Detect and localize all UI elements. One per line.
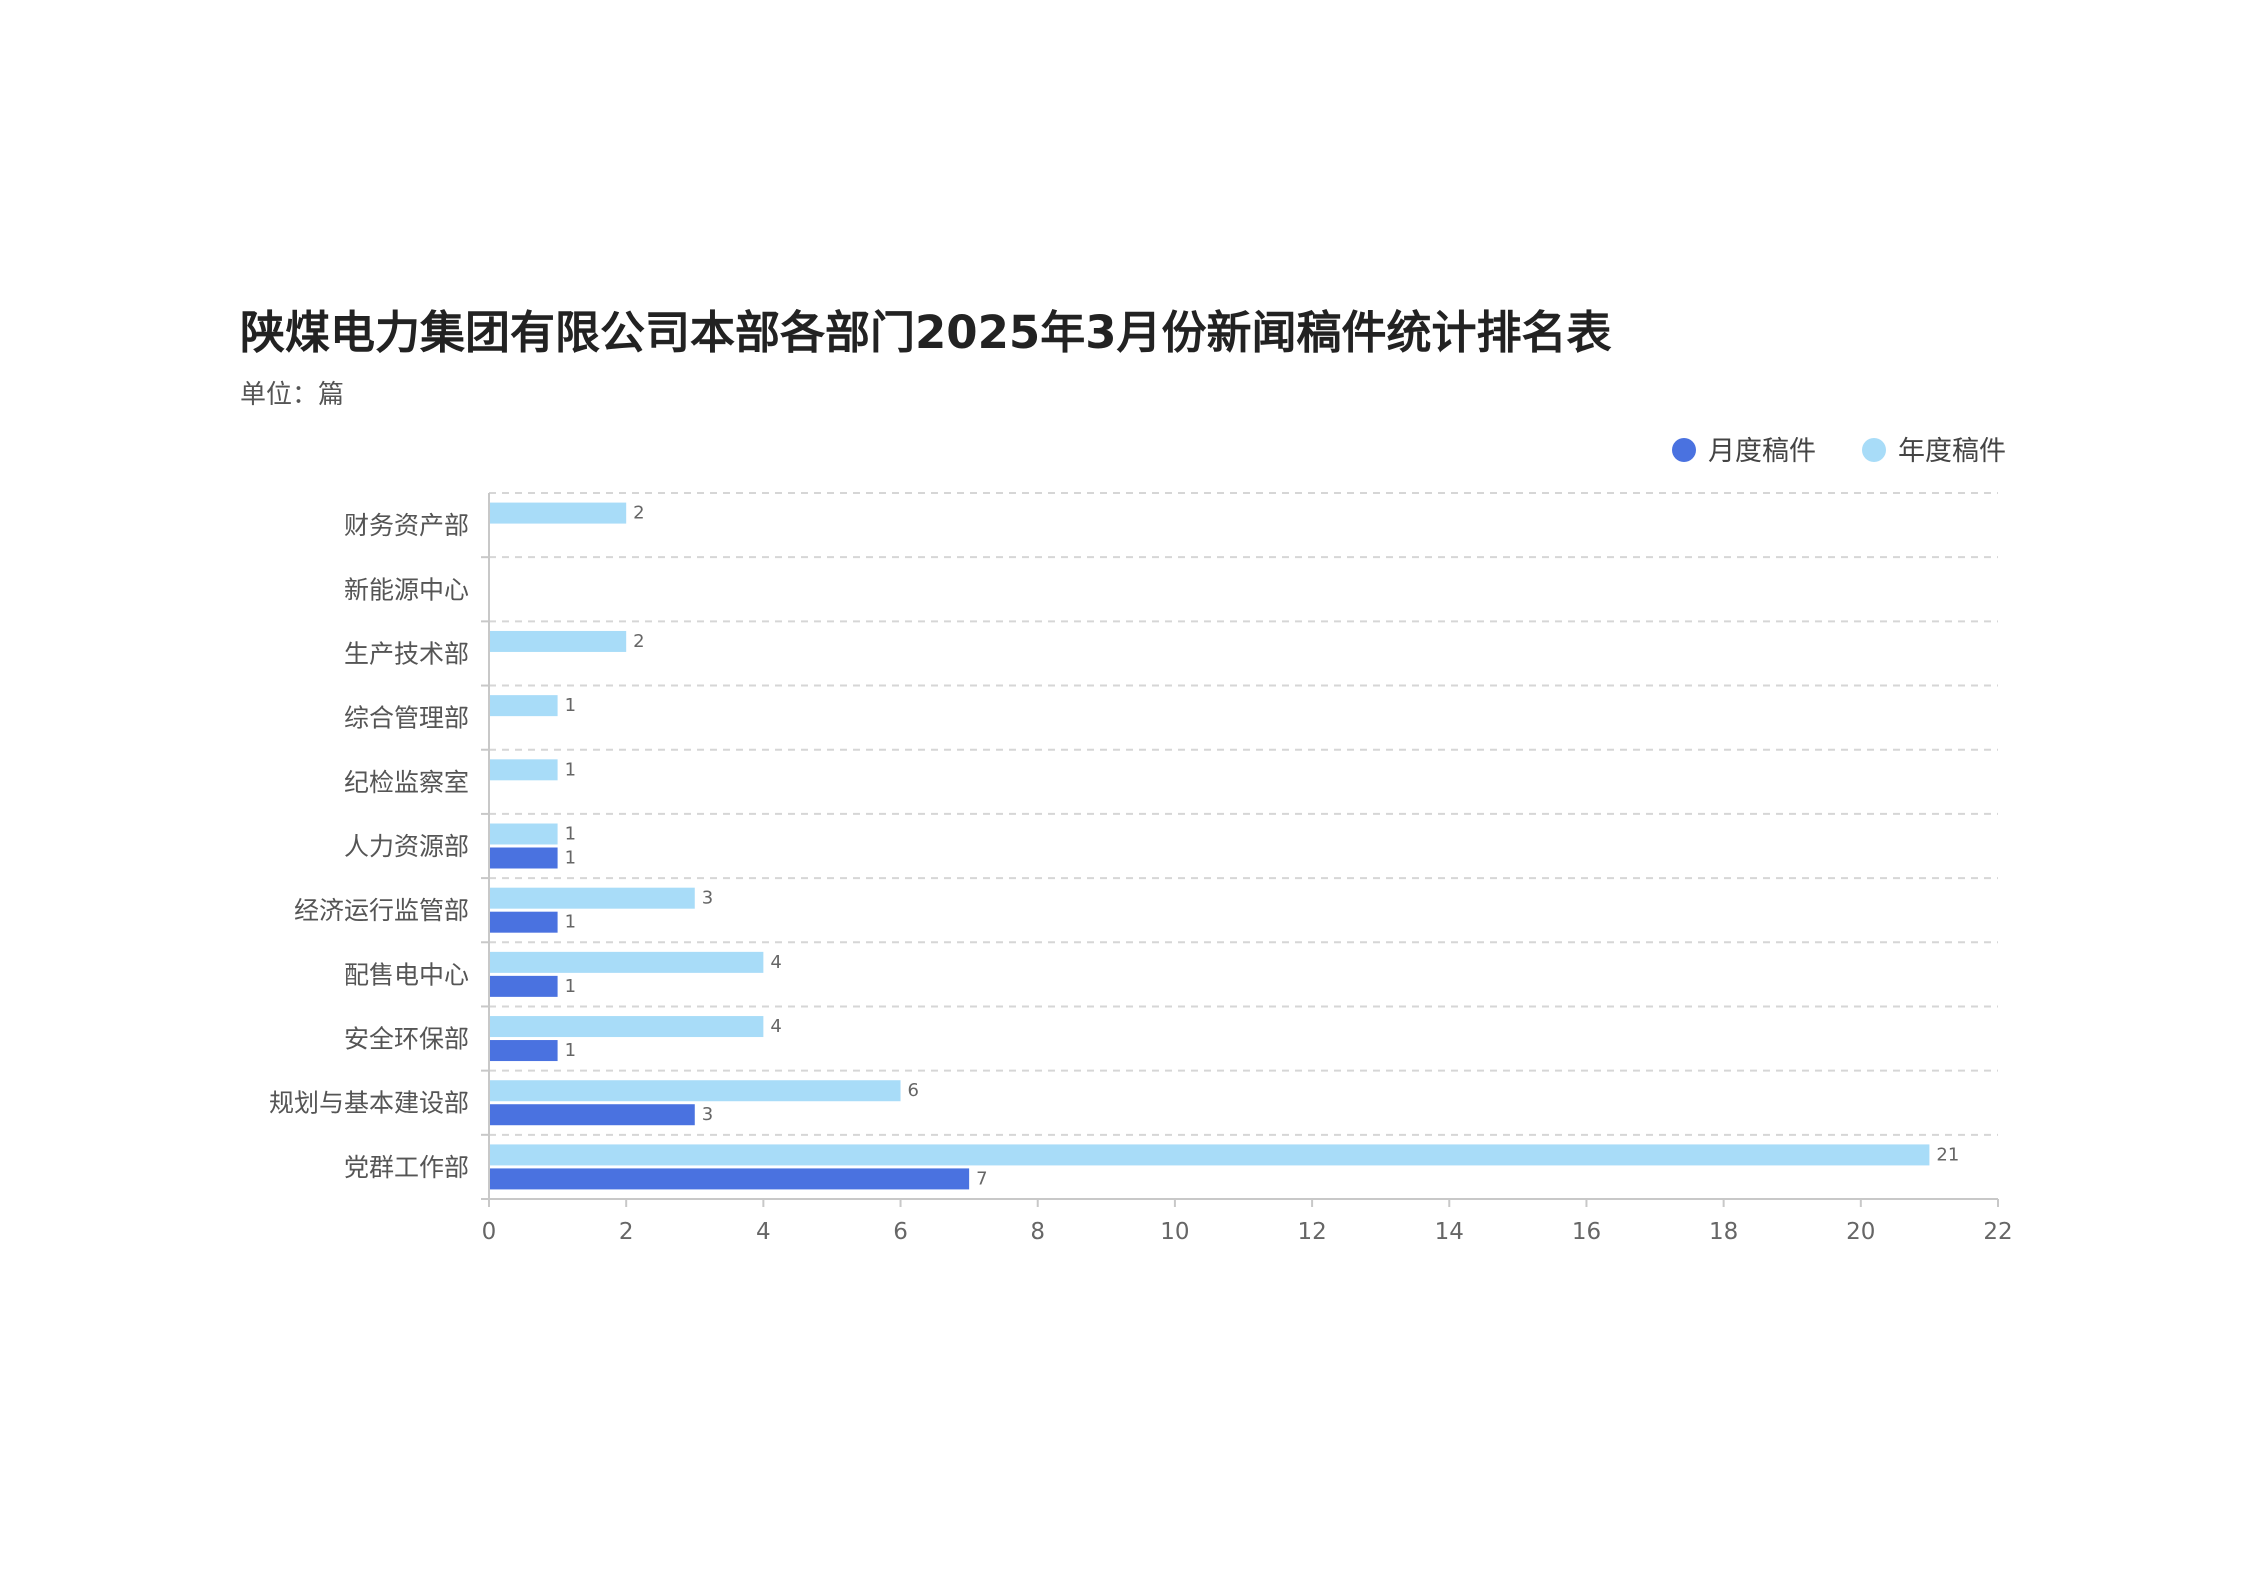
monthly-bar-value-label: 1 (565, 848, 576, 869)
legend-marker (1672, 438, 1696, 462)
x-tick-label: 12 (1297, 1219, 1326, 1245)
x-tick-label: 22 (1983, 1219, 2012, 1245)
monthly-bar-value-label: 1 (565, 912, 576, 933)
annual-bar-value-label: 4 (770, 1016, 781, 1037)
y-category-label: 规划与基本建设部 (269, 1089, 469, 1118)
annual-bar[interactable] (490, 887, 695, 909)
x-tick-label: 2 (619, 1219, 634, 1245)
annual-bar-value-label: 2 (633, 631, 644, 652)
x-tick-label: 4 (756, 1219, 771, 1245)
monthly-bar-value-label: 3 (702, 1104, 713, 1125)
monthly-bar[interactable] (490, 911, 558, 933)
annual-bar[interactable] (490, 695, 558, 717)
axes: 0 2 4 6 8 10 12 14 16 18 20 22财务资产部新能源中心生产技术部综合管理部纪… (269, 493, 2013, 1245)
monthly-bar-value-label: 1 (565, 976, 576, 997)
y-category-label: 经济运行监管部 (294, 896, 469, 925)
annual-bar-value-label: 4 (770, 952, 781, 973)
chart-title: 陕煤电力集团有限公司本部各部门2025年3月份新闻稿件统计排名表 (240, 306, 1612, 359)
chart-subtitle: 单位：篇 (240, 380, 345, 410)
y-category-label: 纪检监察室 (344, 768, 469, 797)
legend-label: 年度稿件 (1898, 436, 2006, 467)
legend-marker (1862, 438, 1886, 462)
annual-bar-value-label: 21 (1936, 1144, 1959, 1165)
annual-bar[interactable] (490, 630, 627, 652)
y-category-label: 综合管理部 (344, 704, 469, 733)
y-category-label: 党群工作部 (344, 1153, 469, 1182)
monthly-bar[interactable] (490, 975, 558, 997)
legend-label: 月度稿件 (1708, 436, 1816, 467)
x-tick-label: 14 (1435, 1219, 1464, 1245)
monthly-bar-value-label: 1 (565, 1040, 576, 1061)
x-tick-label: 6 (893, 1219, 908, 1245)
annual-bar-value-label: 1 (565, 695, 576, 716)
x-tick-label: 0 (482, 1219, 497, 1245)
y-category-label: 新能源中心 (344, 575, 469, 604)
monthly-bar[interactable] (490, 847, 558, 869)
monthly-bar[interactable] (490, 1104, 695, 1126)
legend-item-annual[interactable]: 年度稿件 (1862, 436, 2006, 467)
y-category-label: 财务资产部 (344, 511, 469, 540)
monthly-bar-value-label: 7 (976, 1168, 987, 1189)
x-tick-label: 18 (1709, 1219, 1738, 1245)
annual-bar[interactable] (490, 951, 764, 973)
annual-bar-value-label: 6 (908, 1080, 919, 1101)
grid-lines (489, 492, 1998, 1136)
x-tick-label: 8 (1030, 1219, 1045, 1245)
x-tick-label: 10 (1160, 1219, 1189, 1245)
annual-bar-value-label: 3 (702, 888, 713, 909)
x-tick-label: 16 (1572, 1219, 1601, 1245)
y-category-label: 安全环保部 (344, 1025, 469, 1054)
y-category-label: 配售电中心 (344, 960, 469, 989)
annual-bar[interactable] (490, 1016, 764, 1038)
y-category-label: 人力资源部 (344, 832, 469, 861)
annual-bar-value-label: 1 (565, 824, 576, 845)
annual-bar-value-label: 1 (565, 759, 576, 780)
annual-bar-value-label: 2 (633, 503, 644, 524)
monthly-bar[interactable] (490, 1168, 970, 1190)
annual-bar[interactable] (490, 823, 558, 845)
annual-bar[interactable] (490, 502, 627, 524)
annual-bar[interactable] (490, 1144, 1930, 1166)
annual-bar[interactable] (490, 1080, 901, 1102)
monthly-bar[interactable] (490, 1040, 558, 1062)
x-tick-label: 20 (1846, 1219, 1875, 1245)
legend[interactable]: 月度稿件 年度稿件 (1672, 436, 2006, 467)
annual-bar[interactable] (490, 759, 558, 781)
legend-item-monthly[interactable]: 月度稿件 (1672, 436, 1816, 467)
y-category-label: 生产技术部 (344, 639, 469, 668)
